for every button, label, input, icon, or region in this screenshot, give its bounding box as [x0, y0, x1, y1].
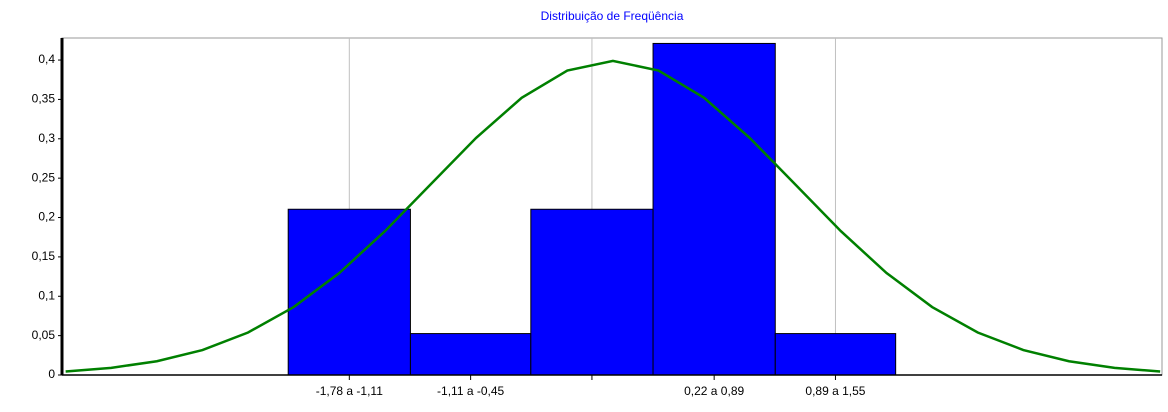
bar — [774, 333, 897, 376]
bar — [409, 333, 532, 376]
x-tick-label: 0,89 a 1,55 — [805, 384, 865, 398]
bar — [652, 42, 776, 376]
y-tick-label: 0,1 — [38, 288, 55, 302]
curve — [65, 59, 1161, 373]
y-tick-label: 0,35 — [32, 92, 56, 106]
y-tick-label: 0,4 — [38, 52, 55, 66]
x-tick-label: 0,22 a 0,89 — [684, 384, 744, 398]
bar — [530, 208, 654, 376]
y-tick-label: 0 — [48, 367, 55, 381]
x-tick-label: -1,78 a -1,11 — [316, 384, 383, 398]
x-tick-label: -1,11 a -0,45 — [437, 384, 504, 398]
y-tick-label: 0,3 — [38, 131, 55, 145]
chart-title: Distribuição de Freqüência — [541, 9, 684, 23]
y-tick-label: 0,2 — [38, 210, 55, 224]
y-tick-label: 0,15 — [32, 249, 56, 263]
bar — [287, 208, 411, 376]
y-tick-label: 0,25 — [32, 170, 56, 184]
y-tick-label: 0,05 — [32, 328, 56, 342]
